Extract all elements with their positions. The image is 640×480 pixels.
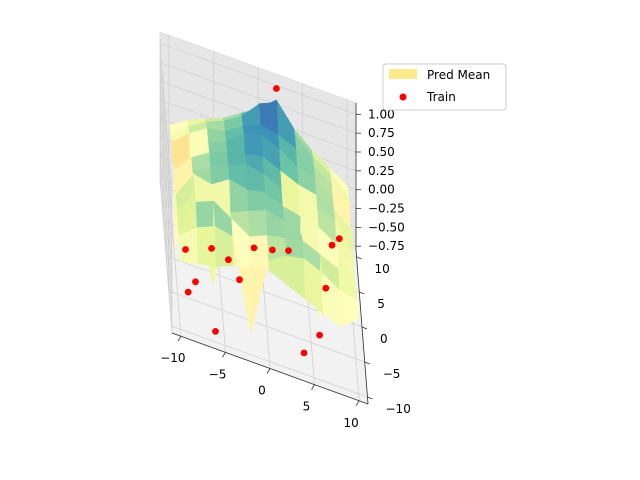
grid-line-z bbox=[159, 61, 357, 217]
train-point bbox=[322, 284, 330, 292]
x-tick-label: −10 bbox=[160, 351, 185, 365]
train-point bbox=[182, 246, 189, 253]
surface-face bbox=[247, 189, 267, 212]
train-point bbox=[212, 328, 219, 335]
train-point bbox=[236, 276, 243, 284]
tick-labels: −10 −5 0 5 10 −10 −5 0 5 10 −0.75 −0.50 −0.25 0.00 0.2… bbox=[160, 107, 411, 430]
x-tick-label: −5 bbox=[209, 367, 227, 381]
train-point bbox=[285, 247, 292, 255]
y-tick-mark bbox=[361, 326, 368, 330]
legend-marker-train bbox=[399, 93, 407, 101]
train-point bbox=[335, 235, 343, 243]
legend-swatch-pred-mean bbox=[389, 69, 417, 79]
y-tick-label: −10 bbox=[386, 402, 411, 416]
z-tick-label: −0.25 bbox=[368, 202, 405, 216]
legend-label-train: Train bbox=[426, 90, 456, 104]
x-tick-label: 0 bbox=[258, 384, 266, 398]
z-tick-label: −0.75 bbox=[368, 239, 405, 253]
legend-label-pred-mean: Pred Mean bbox=[427, 68, 490, 82]
x-tick-mark bbox=[222, 352, 226, 358]
legend: Pred Mean Train bbox=[382, 63, 507, 111]
x-tick-mark bbox=[311, 384, 315, 390]
y-tick-mark bbox=[367, 396, 373, 400]
z-tick-label: 0.25 bbox=[368, 164, 395, 178]
y-tick-label: 0 bbox=[380, 332, 388, 346]
z-tick-label: 0.00 bbox=[368, 183, 395, 197]
train-points bbox=[182, 85, 343, 357]
x-tick-mark bbox=[177, 336, 182, 342]
surface-face bbox=[339, 290, 359, 328]
surface-face bbox=[208, 141, 228, 153]
y-tick-label: 10 bbox=[375, 262, 390, 276]
z-tick-label: −0.50 bbox=[368, 220, 405, 234]
y-tick-mark bbox=[359, 291, 365, 295]
train-point bbox=[300, 349, 308, 357]
x-tick-mark bbox=[355, 400, 360, 406]
y-tick-mark bbox=[364, 361, 370, 365]
train-point bbox=[208, 245, 216, 252]
y-tick-label: 5 bbox=[377, 297, 385, 311]
surface-face bbox=[209, 151, 229, 167]
train-point bbox=[316, 331, 323, 339]
surface-face bbox=[248, 209, 268, 237]
surface bbox=[169, 99, 359, 334]
train-point bbox=[192, 278, 199, 286]
z-tick-label: 0.75 bbox=[368, 126, 395, 140]
surface-face bbox=[243, 132, 264, 158]
surface-face bbox=[195, 200, 216, 228]
x-tick-label: 10 bbox=[343, 416, 358, 430]
train-point bbox=[273, 85, 280, 92]
train-point bbox=[184, 288, 192, 296]
z-tick-label: 0.50 bbox=[368, 145, 395, 159]
grid-line-z bbox=[159, 42, 357, 198]
train-point bbox=[250, 244, 258, 252]
z-tick-label: 1.00 bbox=[368, 107, 395, 121]
y-tick-label: −5 bbox=[383, 367, 401, 381]
train-point bbox=[225, 256, 232, 264]
y-tick-mark bbox=[356, 256, 362, 260]
x-tick-mark bbox=[266, 368, 271, 374]
train-point bbox=[269, 246, 276, 254]
train-point bbox=[328, 241, 336, 249]
x-tick-label: 5 bbox=[303, 400, 311, 414]
